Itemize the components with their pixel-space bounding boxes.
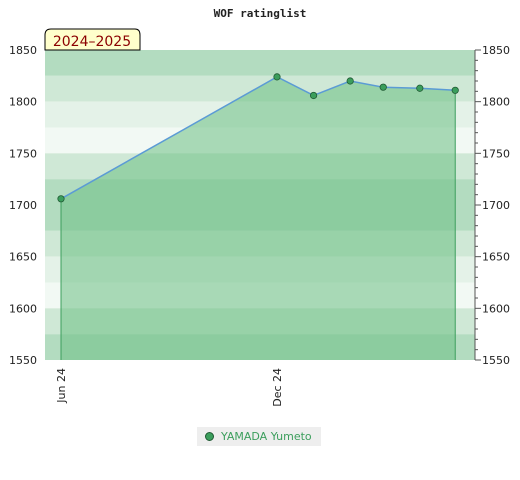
season-badge-shape (44, 28, 141, 51)
data-point (309, 91, 318, 100)
y-tick-label-left: 1550 (9, 354, 37, 367)
data-point (57, 195, 65, 203)
legend-series-name: YAMADA Yumeto (221, 430, 312, 443)
x-tick-label: Jun 24 (55, 368, 68, 404)
x-tick-label: Dec 24 (271, 368, 284, 407)
y-tick-label-right: 1650 (482, 251, 510, 264)
data-point (451, 86, 459, 94)
y-tick-label-left: 1800 (9, 96, 37, 109)
data-point (273, 73, 281, 81)
legend-marker (205, 432, 214, 441)
data-point (346, 77, 354, 85)
y-tick-label-left: 1600 (9, 302, 37, 315)
data-markers (57, 73, 459, 203)
y-tick-label-right: 1800 (482, 96, 510, 109)
chart-title: WOF ratinglist (214, 7, 307, 20)
y-tick-label-right: 1850 (482, 44, 510, 57)
y-tick-label-left: 1750 (9, 147, 37, 160)
season-badge: 2024–2025 (44, 28, 141, 51)
y-tick-label-left: 1650 (9, 251, 37, 264)
data-point (416, 84, 424, 92)
y-tick-label-right: 1550 (482, 354, 510, 367)
y-tick-label-left: 1850 (9, 44, 37, 57)
season-label: 2024–2025 (53, 34, 131, 50)
legend: YAMADA Yumeto (197, 427, 321, 446)
y-tick-label-right: 1700 (482, 199, 510, 212)
area-fill (61, 76, 456, 360)
y-tick-label-right: 1600 (482, 302, 510, 315)
data-point (379, 83, 387, 91)
axes: 1550 1550 1600 1600 1650 1650 1700 1700 1750 1750… (9, 44, 510, 407)
y-tick-label-right: 1750 (482, 147, 510, 160)
grid-band (45, 50, 475, 76)
y-tick-label-left: 1700 (9, 199, 37, 212)
